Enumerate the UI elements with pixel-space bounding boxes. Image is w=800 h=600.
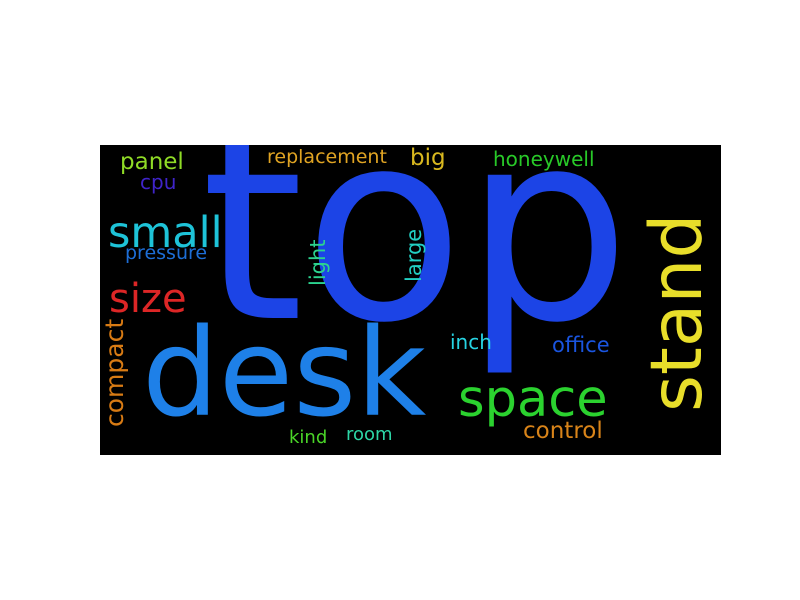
word-light: light bbox=[306, 239, 330, 286]
word-honeywell: honeywell bbox=[493, 147, 595, 171]
word-desk: desk bbox=[142, 303, 427, 444]
word-office: office bbox=[552, 333, 610, 357]
word-stand: stand bbox=[635, 213, 718, 412]
word-replacement: replacement bbox=[267, 146, 387, 168]
word-control: control bbox=[523, 418, 603, 444]
word-inch: inch bbox=[450, 330, 492, 354]
word-big: big bbox=[410, 145, 446, 171]
word-cpu: cpu bbox=[140, 170, 177, 194]
word-space: space bbox=[458, 370, 608, 429]
word-panel: panel bbox=[120, 149, 184, 175]
word-cloud: top desk stand space small size panel cp… bbox=[100, 145, 721, 455]
word-top: top bbox=[201, 145, 631, 380]
word-room: room bbox=[346, 424, 393, 445]
word-pressure: pressure bbox=[125, 242, 208, 264]
word-compact: compact bbox=[100, 318, 129, 427]
word-small: small bbox=[108, 208, 223, 258]
word-kind: kind bbox=[289, 427, 328, 448]
word-size: size bbox=[109, 276, 187, 322]
word-large: large bbox=[402, 228, 426, 282]
